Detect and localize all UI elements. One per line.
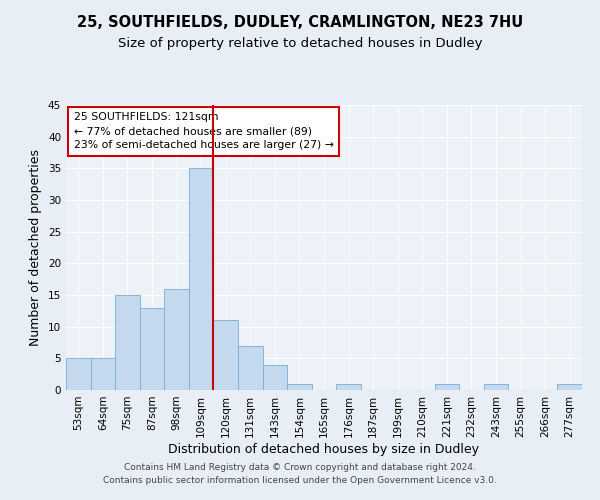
- Bar: [66, 358, 91, 390]
- Bar: [91, 358, 115, 390]
- Text: Size of property relative to detached houses in Dudley: Size of property relative to detached ho…: [118, 38, 482, 51]
- Bar: [336, 384, 361, 390]
- Text: 25, SOUTHFIELDS, DUDLEY, CRAMLINGTON, NE23 7HU: 25, SOUTHFIELDS, DUDLEY, CRAMLINGTON, NE…: [77, 15, 523, 30]
- Text: 25 SOUTHFIELDS: 121sqm
← 77% of detached houses are smaller (89)
23% of semi-det: 25 SOUTHFIELDS: 121sqm ← 77% of detached…: [74, 112, 334, 150]
- Bar: [164, 288, 189, 390]
- Bar: [140, 308, 164, 390]
- Bar: [557, 384, 582, 390]
- Bar: [115, 295, 140, 390]
- Text: Contains public sector information licensed under the Open Government Licence v3: Contains public sector information licen…: [103, 476, 497, 485]
- Y-axis label: Number of detached properties: Number of detached properties: [29, 149, 43, 346]
- Bar: [434, 384, 459, 390]
- Bar: [238, 346, 263, 390]
- X-axis label: Distribution of detached houses by size in Dudley: Distribution of detached houses by size …: [169, 442, 479, 456]
- Bar: [214, 320, 238, 390]
- Bar: [263, 364, 287, 390]
- Bar: [287, 384, 312, 390]
- Text: Contains HM Land Registry data © Crown copyright and database right 2024.: Contains HM Land Registry data © Crown c…: [124, 464, 476, 472]
- Bar: [189, 168, 214, 390]
- Bar: [484, 384, 508, 390]
